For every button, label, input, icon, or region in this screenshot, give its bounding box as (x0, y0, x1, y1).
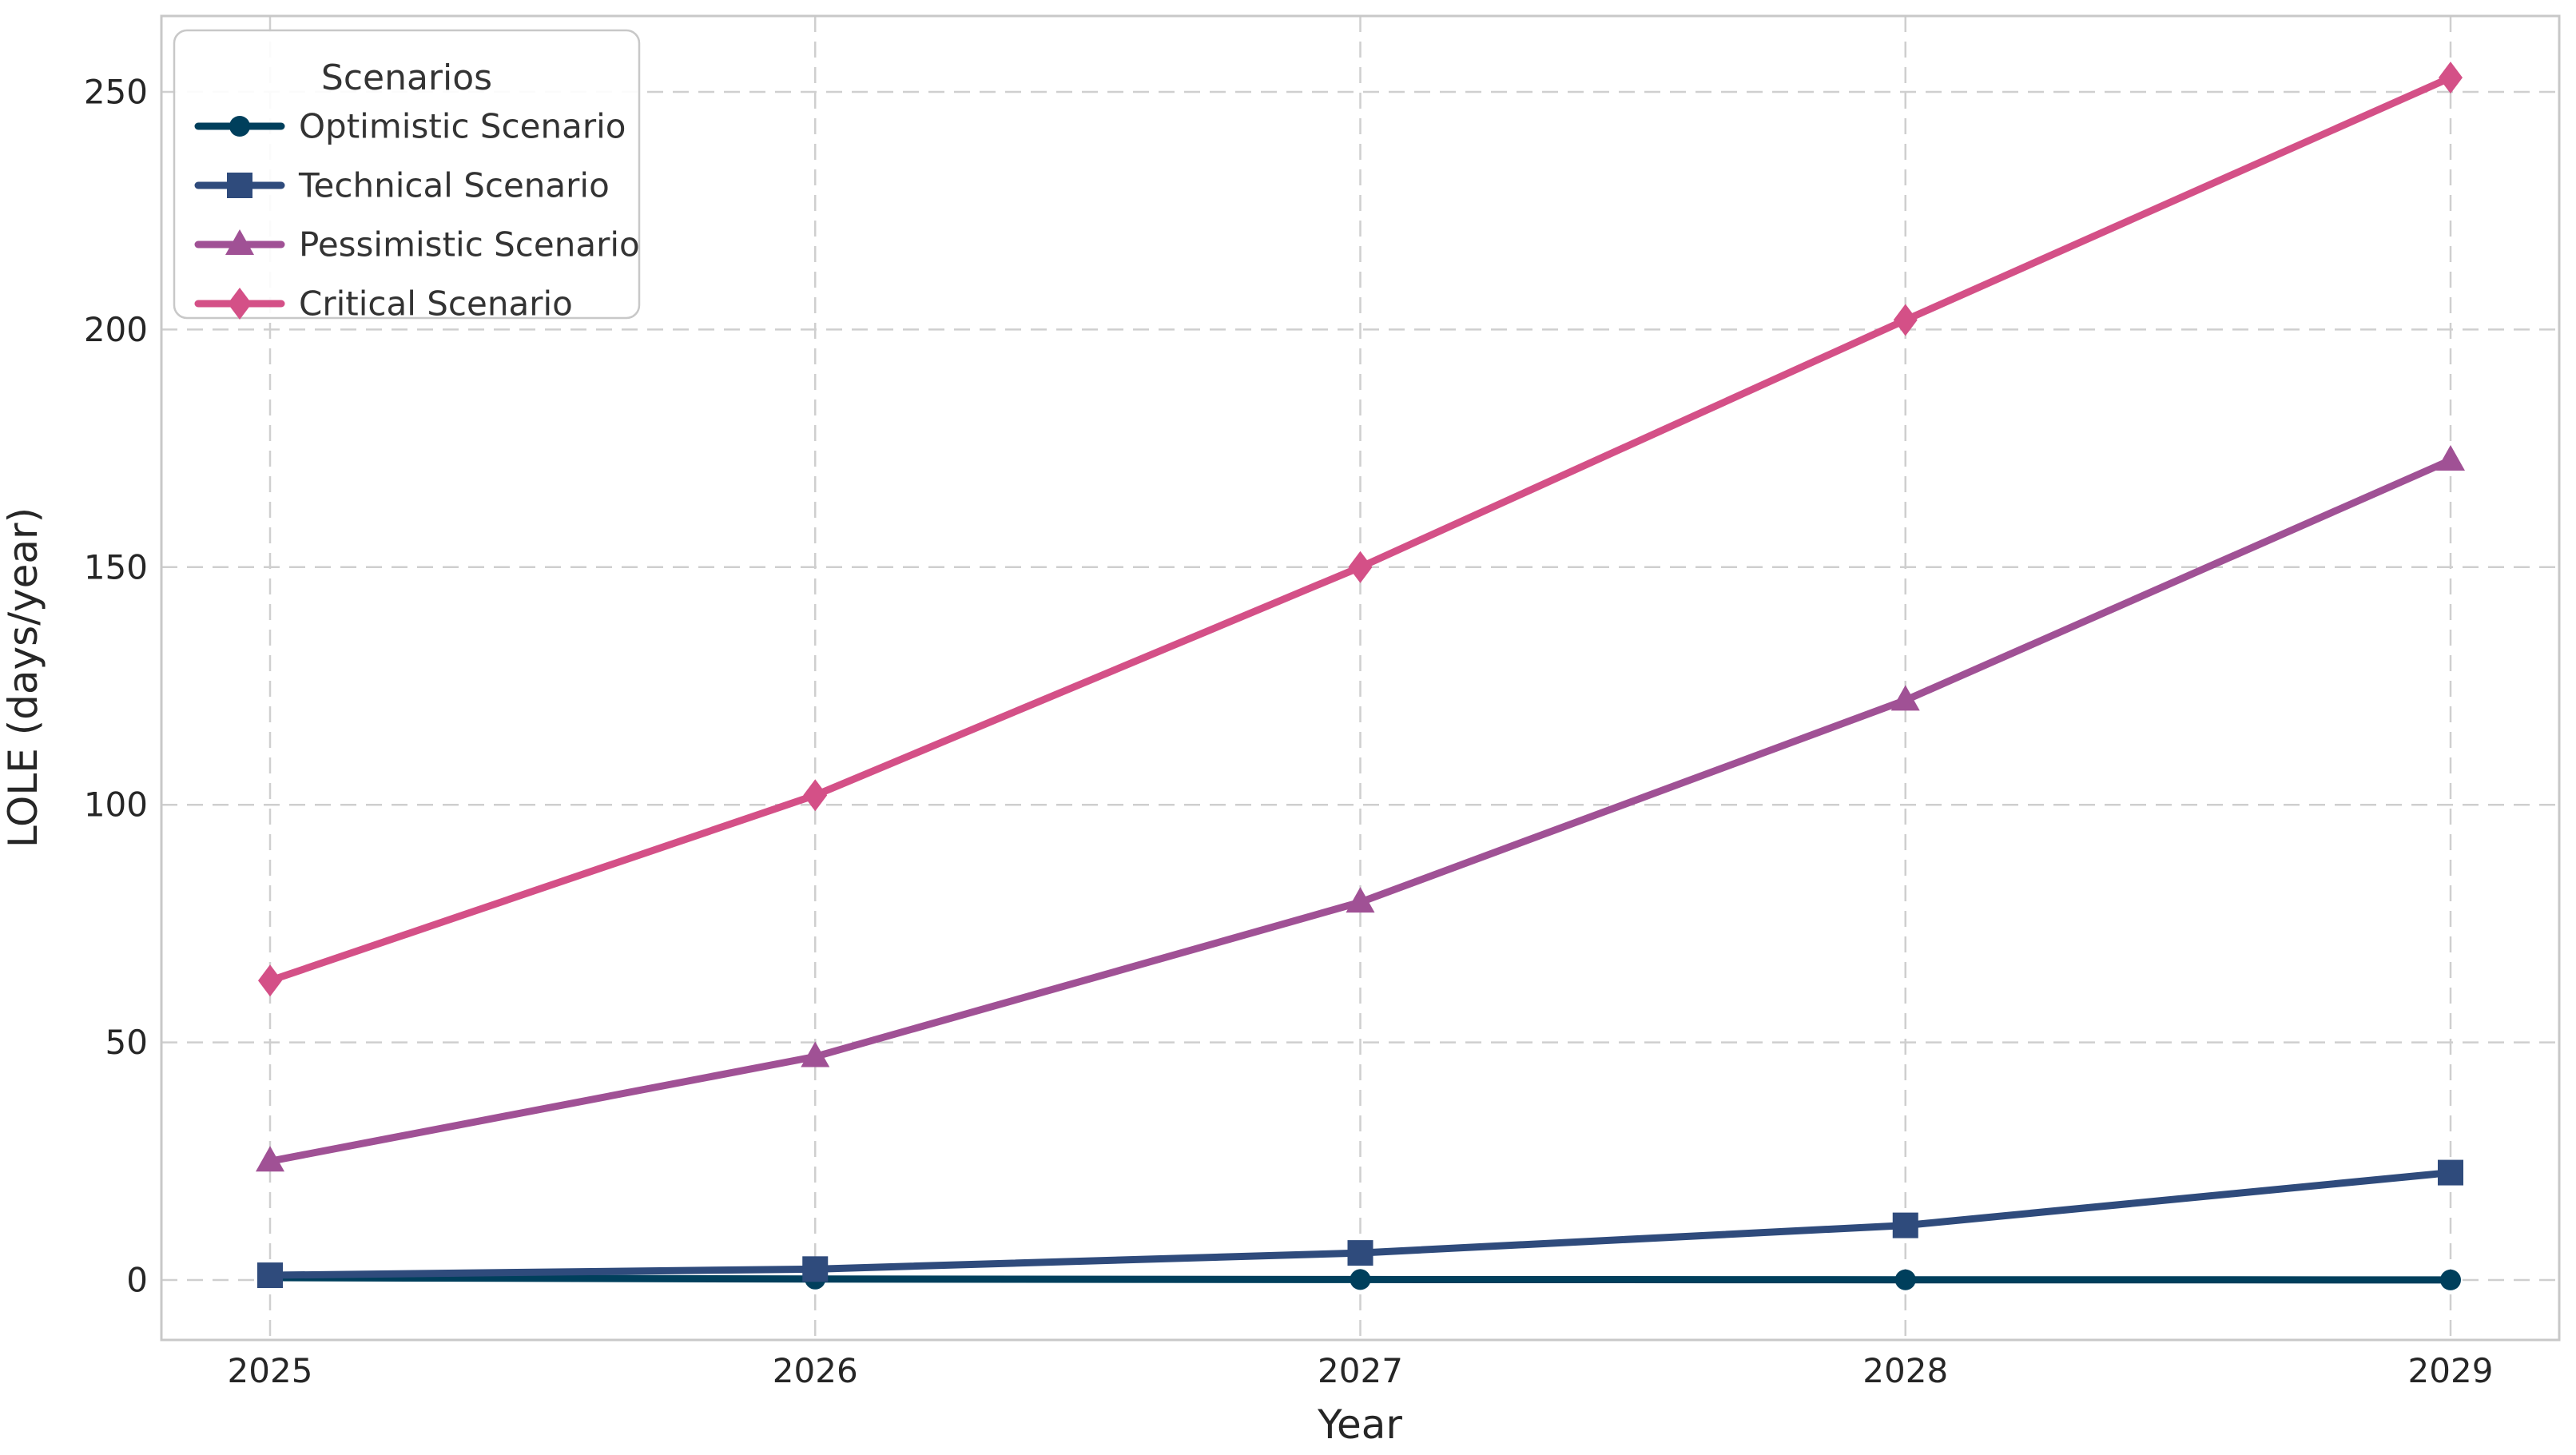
legend-marker-pessimistic-scenario (225, 229, 254, 255)
marker-optimistic-scenario-2027 (1350, 1269, 1371, 1290)
y-tick-label-50: 50 (105, 1023, 148, 1062)
series-critical-scenario (258, 62, 2463, 997)
marker-critical-scenario-2029 (2439, 62, 2463, 94)
marker-pessimistic-scenario-2026 (801, 1041, 830, 1067)
marker-technical-scenario-2029 (2438, 1159, 2463, 1186)
y-tick-label-200: 200 (84, 310, 148, 349)
legend-item-technical-scenario: Technical Scenario (194, 166, 610, 205)
marker-critical-scenario-2025 (258, 964, 282, 997)
legend-items: Optimistic Scenario Technical Scenario Pes… (194, 107, 640, 324)
y-tick-label-150: 150 (84, 547, 148, 586)
marker-optimistic-scenario-2028 (1894, 1269, 1916, 1290)
legend-marker-critical-scenario (228, 288, 252, 320)
legend-marker-optimistic-scenario (229, 116, 250, 137)
series-optimistic-scenario (260, 1267, 2461, 1290)
x-axis-label: Year (1317, 1401, 1402, 1448)
legend-item-pessimistic-scenario: Pessimistic Scenario (194, 225, 640, 264)
legend-item-optimistic-scenario: Optimistic Scenario (194, 107, 626, 146)
x-tick-label-2028: 2028 (1862, 1351, 1948, 1390)
tick-labels: 0 50 100 150 200 250 2025 2026 2027 2028 2029 (84, 73, 2494, 1391)
series-technical-scenario (257, 1159, 2463, 1289)
marker-pessimistic-scenario-2027 (1346, 887, 1375, 913)
series-layer (256, 62, 2465, 1290)
legend-box (173, 29, 641, 320)
y-tick-label-100: 100 (84, 785, 148, 825)
series-pessimistic-scenario (256, 444, 2465, 1172)
marker-technical-scenario-2025 (257, 1262, 283, 1289)
legend-label-critical-scenario: Critical Scenario (299, 284, 573, 324)
y-tick-label-0: 0 (126, 1261, 148, 1300)
legend-marker-technical-scenario (227, 173, 252, 198)
marker-critical-scenario-2026 (803, 779, 828, 812)
x-tick-label-2027: 2027 (1318, 1351, 1403, 1390)
x-tick-label-2029: 2029 (2408, 1351, 2494, 1390)
legend-label-technical-scenario: Technical Scenario (298, 166, 610, 205)
plot-border (160, 14, 2561, 1342)
legend-label-optimistic-scenario: Optimistic Scenario (299, 107, 626, 146)
legend-label-pessimistic-scenario: Pessimistic Scenario (299, 225, 640, 264)
marker-pessimistic-scenario-2029 (2436, 444, 2465, 471)
x-tick-label-2025: 2025 (228, 1351, 313, 1390)
marker-pessimistic-scenario-2028 (1890, 685, 1920, 711)
legend: Scenarios Optimistic Scenario Technical S… (173, 29, 641, 324)
marker-technical-scenario-2026 (802, 1256, 829, 1282)
marker-critical-scenario-2028 (1893, 304, 1918, 336)
legend-item-critical-scenario: Critical Scenario (194, 284, 573, 324)
y-tick-label-250: 250 (84, 73, 148, 112)
marker-optimistic-scenario-2029 (2440, 1269, 2461, 1290)
marker-pessimistic-scenario-2025 (256, 1146, 284, 1172)
legend-title: Scenarios (321, 58, 492, 98)
y-axis-label: LOLE (days/year) (0, 507, 46, 848)
marker-technical-scenario-2028 (1892, 1212, 1918, 1238)
marker-technical-scenario-2027 (1347, 1240, 1373, 1266)
x-tick-label-2026: 2026 (773, 1351, 858, 1390)
marker-critical-scenario-2027 (1348, 551, 1373, 583)
